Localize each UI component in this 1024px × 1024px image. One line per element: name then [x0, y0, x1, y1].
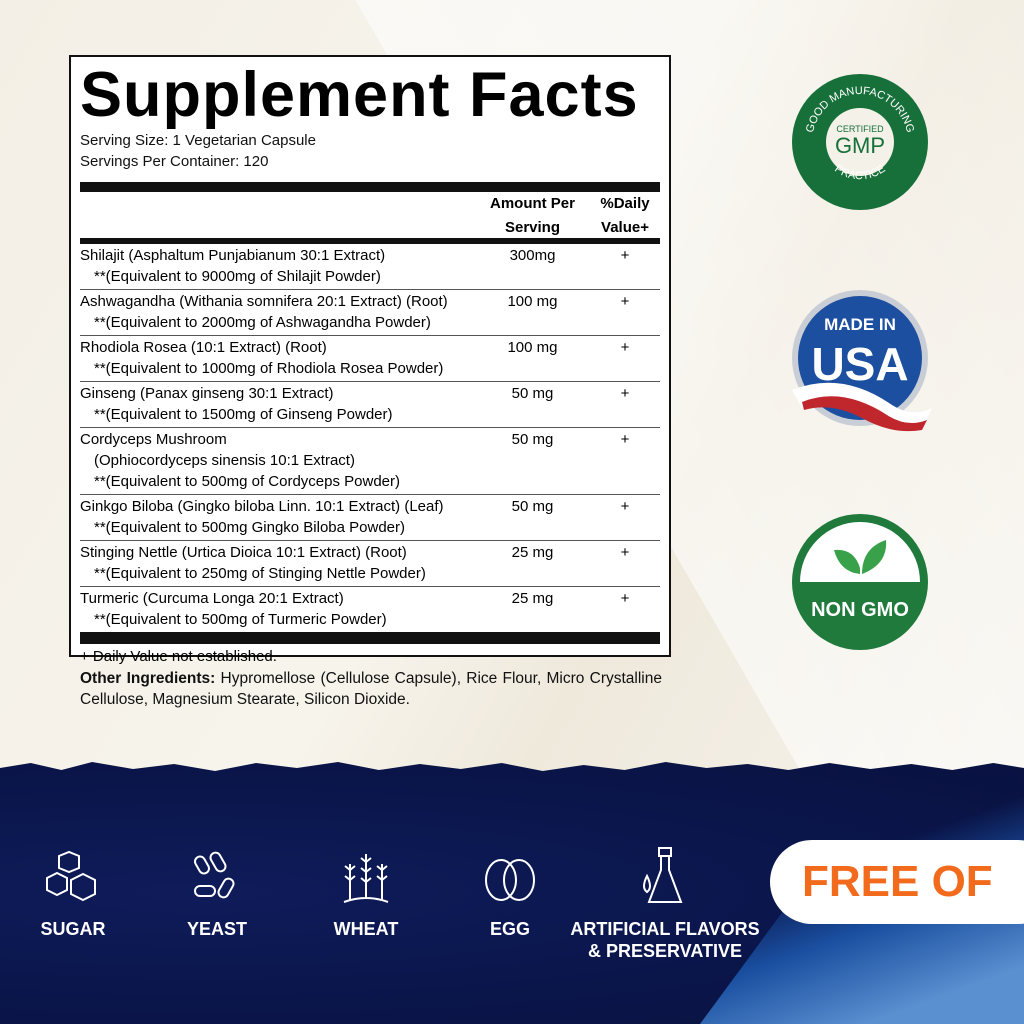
non-gmo-badge: NON GMO: [792, 514, 928, 650]
footnote: + Daily Value not established.: [80, 648, 277, 665]
ingredient-name: Cordyceps Mushroom: [80, 431, 227, 448]
ingredient-detail: **(Equivalent to 1500mg of Ginseng Powde…: [94, 406, 393, 423]
ingredient-amount: 300mg: [509, 247, 556, 264]
other-ingredients-text: Hypromellose (Cellulose Capsule), Rice F…: [80, 670, 662, 708]
dv-header-1: %Daily: [600, 195, 650, 212]
divider-bar: [80, 238, 660, 244]
gmp-certified-badge: GOOD MANUFACTURING PRACTICE CERTIFIED GM…: [792, 74, 928, 210]
ingredient-dv: +: [620, 293, 630, 310]
ingredient-amount: 100 mg: [507, 293, 558, 310]
free-of-egg: EGG: [450, 850, 570, 940]
other-ingredients-label: Other Ingredients:: [80, 670, 216, 687]
gmp-small: CERTIFIED: [836, 124, 884, 134]
ingredient-rows: Shilajit (Asphaltum Punjabianum 30:1 Ext…: [80, 244, 660, 632]
divider-bar: [80, 632, 660, 644]
free-of-label-2: & PRESERVATIVE: [587, 941, 743, 961]
panel-title: Supplement Facts: [80, 60, 639, 130]
ingredient-detail: **(Equivalent to 250mg of Stinging Nettl…: [94, 565, 426, 582]
ingredient-dv: +: [620, 431, 630, 448]
ingredient-name: Turmeric (Curcuma Longa 20:1 Extract): [80, 590, 344, 607]
ingredient-detail: **(Equivalent to 1000mg of Rhodiola Rose…: [94, 360, 444, 377]
free-of-yeast: YEAST: [157, 850, 277, 940]
supplement-facts-panel: Supplement Facts Serving Size: 1 Vegetar…: [69, 55, 671, 665]
ingredient-row: Ginkgo Biloba (Gingko biloba Linn. 10:1 …: [80, 495, 660, 541]
ingredient-row: Turmeric (Curcuma Longa 20:1 Extract) **(…: [80, 587, 660, 632]
ingredient-name: Ginseng (Panax ginseng 30:1 Extract): [80, 385, 334, 402]
ingredient-name: Ginkgo Biloba (Gingko biloba Linn. 10:1 …: [80, 498, 444, 515]
ingredient-amount: 50 mg: [511, 431, 554, 448]
ingredient-row: Stinging Nettle (Urtica Dioica 10:1 Extr…: [80, 541, 660, 587]
ingredient-dv: +: [620, 339, 630, 356]
ingredient-dv: +: [620, 590, 630, 607]
ingredient-dv: +: [620, 247, 630, 264]
flask-drop-icon: [643, 847, 683, 903]
ingredient-amount: 100 mg: [507, 339, 558, 356]
free-of-sugar: SUGAR: [13, 850, 133, 940]
free-of-label: ARTIFICIAL FLAVORS: [570, 919, 760, 939]
column-header: Amount Per Serving %Daily Value+: [80, 192, 660, 238]
servings-per-container: Servings Per Container: 120: [80, 153, 269, 170]
ingredient-name: Stinging Nettle (Urtica Dioica 10:1 Extr…: [80, 544, 407, 561]
free-of-artificial: ARTIFICIAL FLAVORS & PRESERVATIVE: [560, 846, 770, 962]
free-of-title: FREE OF: [770, 840, 1024, 924]
ingredient-name: Shilajit (Asphaltum Punjabianum 30:1 Ext…: [80, 247, 386, 264]
ingredient-row: Ginseng (Panax ginseng 30:1 Extract) **(E…: [80, 382, 660, 428]
sugar-cubes-icon: [46, 850, 96, 902]
ingredient-detail: **(Equivalent to 500mg of Cordyceps Powd…: [94, 473, 400, 490]
ingredient-row: Shilajit (Asphaltum Punjabianum 30:1 Ext…: [80, 244, 660, 290]
ingredient-amount: 50 mg: [511, 385, 554, 402]
ingredient-row: Rhodiola Rosea (10:1 Extract) (Root) **(E…: [80, 336, 660, 382]
ingredient-row: Cordyceps Mushroom (Ophiocordyceps sinens…: [80, 428, 660, 495]
made-in-usa-badge: MADE IN USA: [792, 290, 932, 432]
ingredient-amount: 50 mg: [511, 498, 554, 515]
ingredient-detail: **(Equivalent to 500mg of Turmeric Powde…: [94, 611, 387, 628]
ingredient-dv: +: [620, 385, 630, 402]
ingredient-dv: +: [620, 498, 630, 515]
ingredient-amount: 25 mg: [511, 544, 554, 561]
divider-bar: [80, 182, 660, 192]
free-of-label: EGG: [489, 919, 530, 939]
ingredient-detail: (Ophiocordyceps sinensis 10:1 Extract): [94, 452, 355, 469]
ingredient-name: Rhodiola Rosea (10:1 Extract) (Root): [80, 339, 327, 356]
usa-badge-big: USA: [811, 338, 908, 390]
free-of-label: YEAST: [186, 919, 247, 939]
usa-badge-top: MADE IN: [824, 315, 896, 334]
free-of-wheat: WHEAT: [306, 850, 426, 940]
amount-header-2: Serving: [504, 219, 561, 236]
free-of-label: SUGAR: [40, 919, 106, 939]
egg-icon: [485, 859, 535, 901]
serving-size: Serving Size: 1 Vegetarian Capsule: [80, 132, 316, 149]
gmp-big: GMP: [835, 133, 885, 158]
free-of-label: WHEAT: [333, 919, 399, 939]
gmp-ring-bottom: PRACTICE: [832, 163, 887, 182]
non-gmo-text: NON GMO: [811, 599, 909, 621]
ingredient-detail: **(Equivalent to 9000mg of Shilajit Powd…: [94, 268, 381, 285]
ingredient-row: Ashwagandha (Withania somnifera 20:1 Ext…: [80, 290, 660, 336]
wheat-icon: [343, 854, 389, 903]
ingredient-name: Ashwagandha (Withania somnifera 20:1 Ext…: [80, 293, 448, 310]
svg-text:PRACTICE: PRACTICE: [832, 163, 887, 182]
amount-header-1: Amount Per: [489, 195, 575, 212]
ingredient-detail: **(Equivalent to 500mg Gingko Biloba Pow…: [94, 519, 406, 536]
ingredient-amount: 25 mg: [511, 590, 554, 607]
other-ingredients: Other Ingredients: Hypromellose (Cellulo…: [80, 668, 662, 710]
dv-header-2: Value+: [601, 219, 649, 236]
ingredient-dv: +: [620, 544, 630, 561]
yeast-icon: [194, 851, 235, 899]
ingredient-detail: **(Equivalent to 2000mg of Ashwagandha P…: [94, 314, 431, 331]
